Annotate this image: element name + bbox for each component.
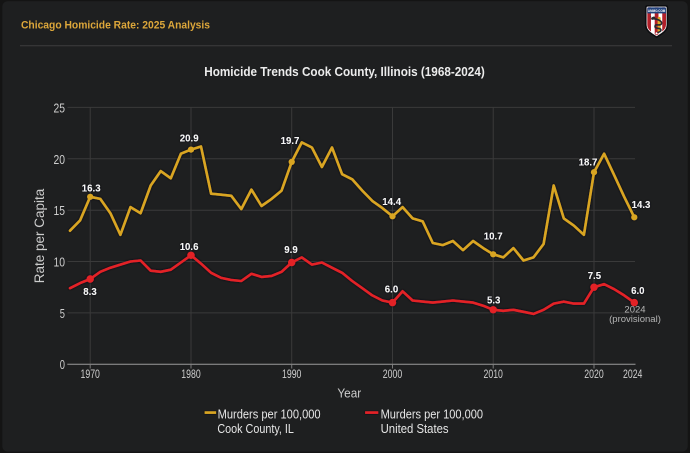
- svg-text:16.3: 16.3: [82, 183, 101, 194]
- svg-text:Chicago Homicide Rate: 2025 An: Chicago Homicide Rate: 2025 Analysis: [21, 19, 210, 31]
- svg-text:10.6: 10.6: [180, 242, 199, 253]
- svg-text:25: 25: [54, 101, 66, 115]
- svg-text:6.0: 6.0: [631, 286, 645, 297]
- svg-text:Murders per 100,000: Murders per 100,000: [381, 407, 483, 421]
- svg-text:10: 10: [54, 256, 66, 270]
- svg-text:7.5: 7.5: [588, 271, 602, 282]
- svg-text:Cook County, IL: Cook County, IL: [217, 422, 294, 436]
- svg-text:Murders per 100,000: Murders per 100,000: [218, 407, 321, 421]
- svg-text:6.0: 6.0: [385, 284, 399, 295]
- svg-text:10.7: 10.7: [484, 232, 503, 243]
- svg-text:8.3: 8.3: [83, 287, 97, 298]
- svg-text:1980: 1980: [181, 367, 201, 381]
- svg-text:2024: 2024: [624, 304, 645, 315]
- svg-text:5: 5: [60, 307, 65, 321]
- svg-text:20: 20: [54, 153, 66, 167]
- svg-text:9.9: 9.9: [284, 245, 298, 256]
- svg-text:14.3: 14.3: [632, 200, 651, 211]
- svg-text:18.7: 18.7: [579, 158, 598, 169]
- svg-text:14.4: 14.4: [382, 197, 401, 208]
- svg-text:5.3: 5.3: [487, 296, 501, 307]
- svg-text:2024: 2024: [623, 367, 643, 381]
- svg-text:20.9: 20.9: [180, 133, 199, 144]
- svg-text:2000: 2000: [383, 367, 403, 381]
- svg-text:15: 15: [54, 204, 66, 218]
- svg-text:2020: 2020: [584, 367, 604, 381]
- svg-text:1990: 1990: [282, 367, 302, 381]
- svg-text:0: 0: [60, 358, 65, 372]
- svg-text:United States: United States: [381, 422, 449, 436]
- svg-text:Year: Year: [337, 387, 361, 401]
- svg-text:Rate per Capita: Rate per Capita: [32, 188, 47, 283]
- svg-text:Homicide Trends Cook County, I: Homicide Trends Cook County, Illinois (1…: [204, 64, 485, 79]
- svg-text:(provisional): (provisional): [609, 314, 661, 325]
- svg-text:AMMO.COM: AMMO.COM: [648, 8, 666, 13]
- svg-text:2010: 2010: [484, 367, 504, 381]
- svg-text:1970: 1970: [81, 367, 101, 381]
- svg-text:19.7: 19.7: [281, 136, 300, 147]
